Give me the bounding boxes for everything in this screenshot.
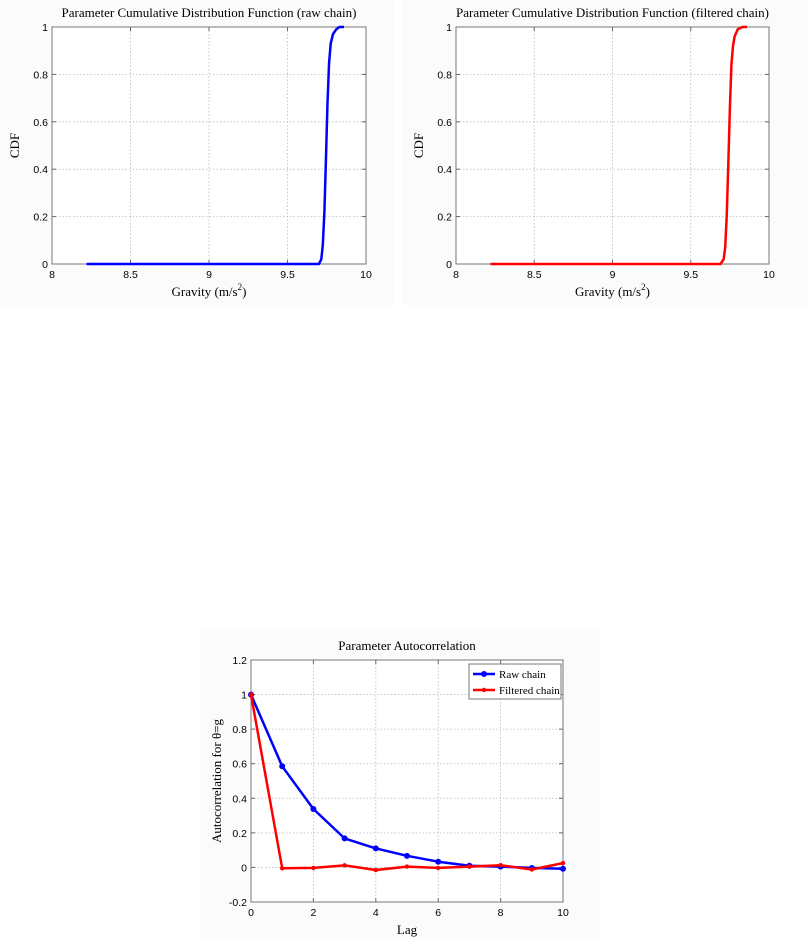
y-tick-label: 0.8 <box>437 69 452 81</box>
y-tick-label: 0.2 <box>232 828 247 840</box>
x-axis-label: Gravity (m/s2) <box>172 282 247 299</box>
x-tick-label: 10 <box>360 269 372 281</box>
data-point <box>467 864 472 869</box>
data-point <box>529 867 534 872</box>
x-axis-label-superscript: 2 <box>641 282 646 292</box>
y-tick-label: 1 <box>446 22 452 34</box>
data-point <box>310 806 317 813</box>
x-tick-label: 9.5 <box>683 269 698 281</box>
plot-area <box>251 660 563 902</box>
x-tick-label: 8 <box>498 907 504 919</box>
y-axis-label: Autocorrelation for θ=g <box>209 718 224 843</box>
x-tick-label: 10 <box>763 269 775 281</box>
chart-title: Parameter Cumulative Distribution Functi… <box>62 5 357 20</box>
y-axis-label: CDF <box>7 133 22 158</box>
y-tick-label: 0.8 <box>33 69 48 81</box>
y-tick-label: 0.6 <box>437 117 452 129</box>
y-tick-label: 0.4 <box>437 164 452 176</box>
x-tick-label: 0 <box>248 907 254 919</box>
y-tick-label: 1 <box>241 690 247 702</box>
x-tick-label: 8 <box>49 269 55 281</box>
legend-label: Filtered chain <box>499 685 560 697</box>
x-axis-label-close: ) <box>646 284 650 299</box>
y-tick-label: 0.8 <box>232 724 247 736</box>
y-tick-label: 0.4 <box>232 793 247 805</box>
x-axis-label-text: Gravity (m/s <box>172 284 238 299</box>
y-tick-label: 0.4 <box>33 164 48 176</box>
series-line-0 <box>490 25 748 266</box>
x-tick-label: 2 <box>310 907 316 919</box>
series-line-0 <box>86 25 344 266</box>
y-tick-label: -0.2 <box>229 897 247 909</box>
x-axis-label-text: Lag <box>397 922 418 937</box>
x-axis-label-close: ) <box>242 284 246 299</box>
y-axis-label: CDF <box>411 133 426 158</box>
y-tick-label: 0.2 <box>437 212 452 224</box>
chart-1: 8 8.5 9 9.5 10 0 0.2 0.4 0.6 0.8 1 Parameter Cumula… <box>402 0 808 305</box>
y-tick-label: 1 <box>42 22 48 34</box>
y-tick-label: 0.6 <box>232 759 247 771</box>
x-axis-label-text: Gravity (m/s <box>575 284 641 299</box>
legend-marker <box>481 687 487 693</box>
data-point <box>560 865 566 872</box>
data-point <box>436 865 441 871</box>
data-point <box>404 852 410 859</box>
chart-0: 8 8.5 9 9.5 10 0 0.2 0.4 0.6 0.8 1 Parameter Cumula… <box>0 0 395 305</box>
x-tick-label: 6 <box>435 907 441 919</box>
data-point <box>560 860 566 866</box>
y-tick-label: 0.6 <box>33 117 48 129</box>
axes-frame <box>250 659 564 903</box>
x-tick-label: 8 <box>453 269 459 281</box>
data-point <box>248 692 254 697</box>
data-point <box>279 763 286 770</box>
legend-marker <box>481 671 487 677</box>
legend-label: Raw chain <box>499 669 546 681</box>
data-point <box>435 858 442 865</box>
data-point <box>342 863 347 868</box>
data-point <box>372 845 379 852</box>
y-tick-label: 0 <box>241 862 247 874</box>
data-point <box>311 865 316 871</box>
x-axis-label: Lag <box>397 922 418 937</box>
data-point <box>498 862 503 868</box>
x-tick-label: 9.5 <box>280 269 295 281</box>
x-axis-label: Gravity (m/s2) <box>575 282 650 299</box>
data-point <box>373 867 378 873</box>
data-point <box>341 835 348 842</box>
x-tick-label: 4 <box>373 907 379 919</box>
y-tick-label: 0 <box>446 259 452 271</box>
x-tick-label: 9 <box>206 269 212 281</box>
legend-box <box>468 663 562 700</box>
data-point <box>280 866 285 871</box>
x-tick-label: 8.5 <box>527 269 542 281</box>
x-tick-label: 8.5 <box>123 269 138 281</box>
y-tick-label: 0.2 <box>33 212 48 224</box>
chart-title: Parameter Autocorrelation <box>338 638 476 653</box>
y-tick-label: 0 <box>42 259 48 271</box>
y-tick-label: 1.2 <box>232 655 247 667</box>
x-tick-label: 9 <box>610 269 616 281</box>
x-axis-label-superscript: 2 <box>238 282 243 292</box>
x-tick-label: 10 <box>557 907 569 919</box>
data-point <box>404 864 410 869</box>
chart-title: Parameter Cumulative Distribution Functi… <box>456 5 769 20</box>
